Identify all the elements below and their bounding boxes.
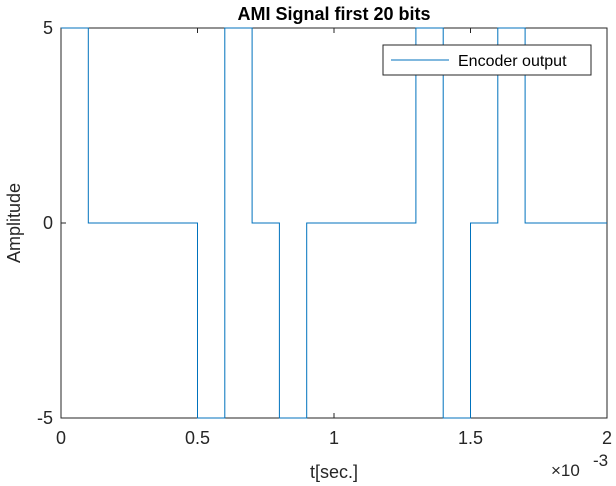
y-tick-label: -5 [37, 408, 53, 428]
x-tick-label: 0.5 [185, 428, 210, 448]
x-tick-label: 2 [602, 428, 612, 448]
x-exponent-base: ×10 [551, 461, 580, 480]
chart-title: AMI Signal first 20 bits [237, 4, 430, 24]
y-tick-label: 5 [43, 18, 53, 38]
x-tick-label: 1 [329, 428, 339, 448]
y-tick-label: 0 [43, 213, 53, 233]
tick-labels: 0 0.5 1 1.5 2-505 [37, 18, 612, 448]
x-exponent-power: -3 [593, 451, 608, 470]
x-tick-label: 0 [56, 428, 66, 448]
x-tick-label: 1.5 [458, 428, 483, 448]
legend-label-encoder-output: Encoder output [458, 53, 567, 70]
plot-area [60, 27, 608, 419]
x-axis-label: t[sec.] [310, 462, 358, 482]
y-axis-label: Amplitude [4, 183, 24, 263]
x-exponent: ×10 -3 [551, 451, 608, 480]
legend: Encoder output [382, 44, 592, 76]
